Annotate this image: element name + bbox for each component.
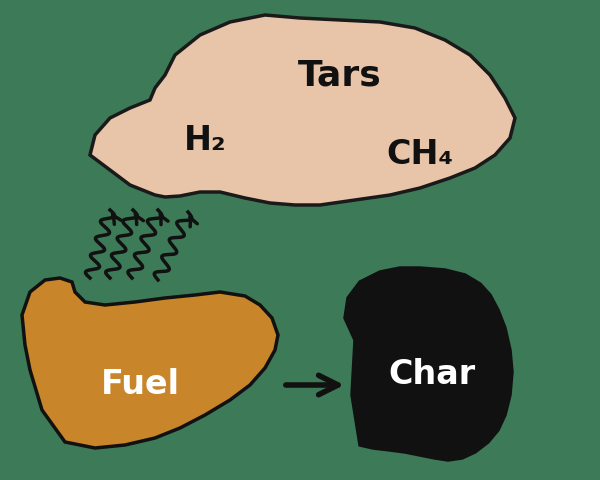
Text: Char: Char <box>388 359 476 392</box>
Text: Fuel: Fuel <box>101 369 179 401</box>
Text: CH₄: CH₄ <box>386 139 454 171</box>
Text: H₂: H₂ <box>184 123 226 156</box>
Text: Tars: Tars <box>298 58 382 92</box>
Polygon shape <box>345 268 512 460</box>
Polygon shape <box>90 15 515 205</box>
Polygon shape <box>22 278 278 448</box>
